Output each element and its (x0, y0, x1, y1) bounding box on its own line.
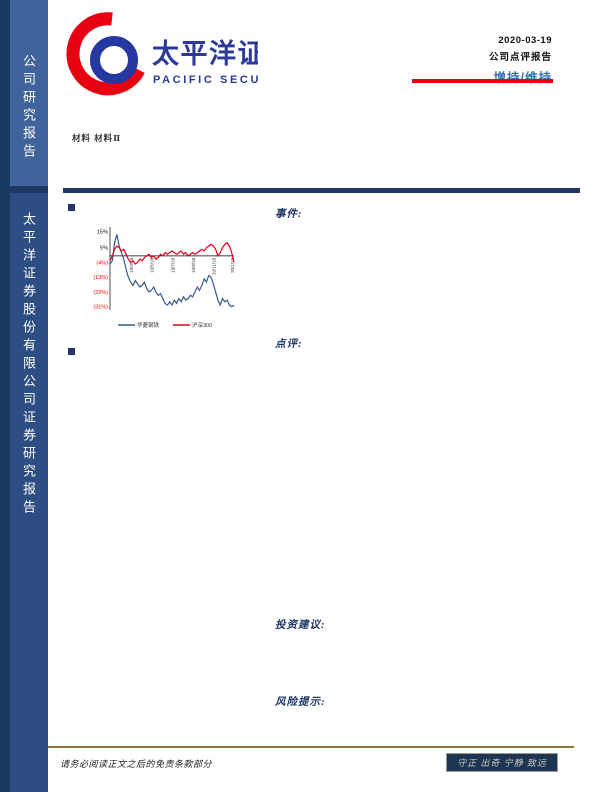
sidebar-bottom-panel (10, 193, 48, 792)
logo-blue-swirl (106, 52, 115, 69)
pacific-logo-mark (66, 12, 145, 96)
svg-text:(31%): (31%) (93, 305, 108, 311)
svg-text:华菱钢铁: 华菱钢铁 (137, 321, 160, 329)
svg-text:20/1/18: 20/1/18 (230, 257, 235, 273)
sidebar-divider (10, 186, 48, 193)
svg-text:沪深300: 沪深300 (192, 321, 212, 329)
price-chart-svg: 15% 5% (4%) (13%) (22%) (31%) 19/3/18 19/5/18 19… (93, 227, 235, 329)
svg-text:5%: 5% (100, 246, 108, 252)
report-date: 2020-03-19 (498, 35, 552, 46)
section-bullet-chart (68, 204, 75, 211)
header-rule (63, 188, 580, 193)
svg-text:(13%): (13%) (93, 275, 108, 281)
pacific-logo-svg: 太平洋证券 PACIFIC SECURITIES (66, 12, 309, 96)
price-performance-chart: 15% 5% (4%) (13%) (22%) (31%) 19/3/18 19/5/18 19… (84, 221, 240, 335)
sidebar-company-line: 太平洋证券股份有限公司证券研究报告 (21, 212, 36, 518)
heading-advice: 投资建议: (275, 620, 326, 631)
rating-underline (412, 79, 553, 83)
svg-text:19/9/18: 19/9/18 (191, 257, 196, 273)
sector-label: 材料 材料Ⅱ (72, 133, 122, 143)
section-bullet-2 (68, 348, 75, 355)
svg-text:(4%): (4%) (96, 260, 108, 266)
logo-red-crescent (66, 12, 145, 96)
heading-comment: 点评: (275, 339, 303, 350)
svg-text:19/7/18: 19/7/18 (170, 257, 175, 273)
footer-rule (48, 746, 574, 748)
sidebar-edge-strip (0, 0, 10, 792)
logo-en-text: PACIFIC SECURITIES (153, 74, 258, 86)
report-type: 公司点评报告 (488, 52, 552, 63)
heading-risk: 风险提示: (275, 697, 326, 708)
sidebar-top-panel (10, 0, 48, 186)
footer-slogan-text: 守正 出奇 宁静 致远 (457, 758, 547, 768)
svg-text:19/5/18: 19/5/18 (150, 257, 155, 273)
svg-text:15%: 15% (97, 229, 108, 235)
rating-label: 增持/维持 (493, 71, 552, 85)
heading-event: 事件: (275, 209, 303, 220)
svg-text:(22%): (22%) (93, 290, 108, 296)
svg-text:19/11/18: 19/11/18 (212, 257, 217, 275)
logo-blue-ring (90, 36, 138, 84)
footer-slogan-box: 守正 出奇 宁静 致远 (446, 753, 558, 772)
footer-disclaimer: 请务必阅读正文之后的免责条款部分 (60, 759, 213, 769)
svg-text:19/3/18: 19/3/18 (129, 257, 134, 273)
logo-cn-text: 太平洋证券 (152, 38, 258, 69)
sidebar-report-category: 公司研究报告 (21, 54, 36, 162)
pacific-securities-logo: 太平洋证券 PACIFIC SECURITIES (62, 10, 309, 100)
